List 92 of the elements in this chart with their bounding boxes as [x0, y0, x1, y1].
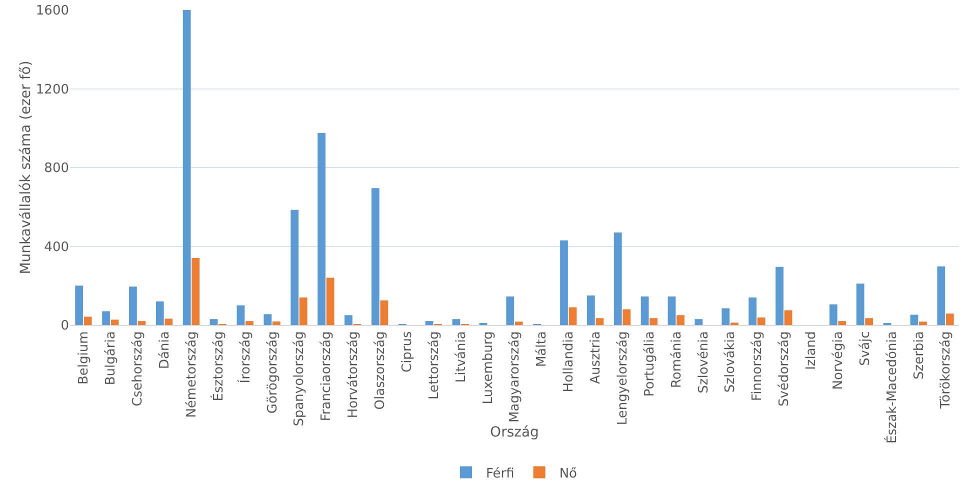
x-tick-label: Lengyelország	[615, 331, 630, 426]
bar	[757, 318, 766, 325]
y-tick-label: 1200	[36, 82, 69, 98]
bar	[596, 318, 604, 325]
bar	[514, 322, 523, 325]
x-tick-label: Horvátország	[346, 331, 362, 418]
x-tick-label: Románia	[669, 331, 684, 388]
x-tick-label: Málta	[534, 331, 550, 368]
bar	[776, 266, 784, 325]
x-tick-label: Ausztria	[588, 331, 604, 384]
bar	[318, 133, 326, 325]
x-tick-label: Németország	[184, 331, 200, 418]
x-tick-label: Svájc	[858, 331, 873, 366]
x-tick-label: Görögország	[265, 331, 280, 414]
bar	[614, 232, 622, 325]
bar	[748, 297, 757, 325]
bar	[371, 188, 380, 325]
bar	[344, 315, 352, 325]
bar	[937, 266, 946, 325]
legend-label: Férfi	[486, 466, 514, 482]
bar	[640, 296, 649, 325]
x-tick-label: Portugália	[642, 331, 658, 397]
bar	[164, 318, 173, 325]
bar	[560, 240, 568, 325]
x-tick-label: Svédország	[777, 331, 792, 407]
bar	[246, 321, 254, 325]
x-tick-label: Szlovénia	[696, 331, 712, 394]
x-tick-label: Törökország	[938, 331, 954, 410]
bar	[272, 321, 280, 325]
x-tick-label: Észak-Macedónia	[882, 331, 900, 444]
x-tick-label: Csehország	[130, 331, 146, 406]
bar	[829, 304, 838, 325]
x-tick-label: Belgium	[76, 331, 92, 384]
x-tick-label: Magyarország	[508, 331, 523, 422]
x-tick-label: Szlovákia	[723, 331, 738, 393]
x-tick-label: Ciprus	[400, 330, 415, 373]
bar	[919, 322, 927, 325]
bar	[299, 297, 308, 325]
bar	[910, 314, 918, 325]
y-axis-title: Munkavállalók száma (ezer fő)	[18, 60, 34, 274]
x-tick-label: Lettország	[426, 331, 442, 400]
x-tick-label: Spanyolország	[292, 331, 308, 426]
bar	[110, 320, 119, 325]
y-tick-label: 800	[44, 161, 69, 176]
bar	[506, 296, 514, 325]
bar	[236, 305, 245, 325]
x-tick-label: Luxemburg	[480, 331, 496, 404]
bar	[84, 316, 92, 325]
bar	[264, 314, 272, 325]
bar	[138, 321, 146, 325]
y-tick-label: 0	[60, 318, 69, 334]
bar	[380, 300, 388, 325]
bar	[856, 284, 864, 325]
bar	[838, 321, 846, 325]
x-tick-label: Szerbia	[912, 331, 927, 380]
x-tick-label: Dánia	[158, 331, 173, 369]
x-tick-label: Hollandia	[562, 331, 577, 392]
x-tick-label: Észtország	[209, 331, 226, 402]
x-tick-label: Olaszország	[373, 331, 388, 410]
x-tick-label: Írország	[236, 331, 254, 384]
bar	[75, 286, 84, 325]
bar	[568, 307, 577, 325]
x-tick-label: Franciaország	[319, 331, 334, 422]
x-tick-label: Bulgária	[104, 331, 119, 386]
bar	[210, 319, 218, 325]
bar	[425, 321, 434, 325]
bar	[326, 278, 334, 325]
bar	[587, 295, 595, 325]
bar	[668, 296, 676, 325]
x-axis-title: Ország	[490, 424, 539, 440]
x-tick-label: Litvánia	[454, 331, 469, 383]
bar	[946, 314, 954, 325]
bar	[102, 311, 110, 325]
y-tick-label: 400	[44, 240, 69, 255]
bar	[694, 319, 703, 325]
bar	[192, 258, 200, 325]
legend-label: Nő	[559, 466, 578, 482]
x-tick-label: Norvégia	[830, 331, 846, 390]
bar	[676, 315, 684, 325]
bar	[865, 318, 874, 325]
bar	[129, 286, 137, 325]
bar	[290, 210, 299, 325]
bar	[784, 310, 792, 325]
x-tick-label: Izland	[804, 331, 820, 370]
y-tick-label: 1600	[36, 4, 69, 19]
bar	[622, 309, 631, 325]
bar	[182, 10, 191, 325]
bar	[156, 301, 164, 325]
bar	[722, 308, 730, 325]
bar	[452, 319, 460, 325]
bar	[650, 318, 658, 325]
x-tick-label: Finnország	[750, 331, 766, 401]
